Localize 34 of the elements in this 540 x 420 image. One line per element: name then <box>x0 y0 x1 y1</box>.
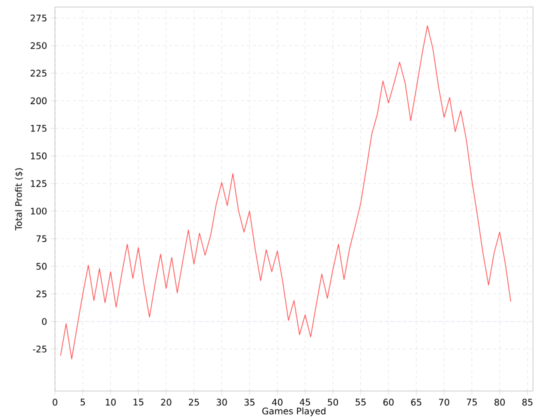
x-tick-label: 80 <box>494 398 505 406</box>
x-axis-title: Games Played <box>262 407 326 416</box>
y-tick-label: 100 <box>31 208 47 215</box>
x-tick-label: 25 <box>188 398 199 406</box>
y-tick-label: 50 <box>36 262 47 270</box>
y-tick-label: 0 <box>42 318 47 325</box>
y-tick-label: 175 <box>31 125 46 132</box>
x-tick-label: 55 <box>356 398 366 406</box>
x-tick-label: 35 <box>244 398 254 406</box>
x-tick-label: 20 <box>161 398 172 406</box>
x-tick-label: 70 <box>439 398 450 406</box>
y-tick-label: 150 <box>31 152 47 160</box>
y-tick-label: 200 <box>30 97 47 104</box>
y-tick-label: 275 <box>30 14 46 22</box>
x-tick-label: 40 <box>272 398 282 406</box>
y-tick-label: -25 <box>32 346 46 352</box>
x-tick-label: 60 <box>383 398 394 406</box>
x-tick-label: 15 <box>134 398 144 406</box>
y-tick-label: 225 <box>30 70 46 77</box>
x-tick-label: 50 <box>328 398 338 406</box>
y-axis-title: Total Profit ($) <box>14 168 24 231</box>
x-tick-label: 0 <box>52 398 58 406</box>
x-tick-label: 65 <box>411 398 422 406</box>
y-tick-label: 125 <box>31 180 46 187</box>
x-tick-label: 45 <box>300 398 310 406</box>
x-tick-label: 85 <box>522 398 532 406</box>
x-tick-label: 10 <box>106 398 116 406</box>
y-tick-label: 25 <box>36 290 46 298</box>
line-series <box>60 25 512 360</box>
x-tick-label: 30 <box>216 398 227 406</box>
x-tick-label: 5 <box>80 398 85 406</box>
y-tick-label: 250 <box>30 42 47 50</box>
x-tick-label: 75 <box>466 398 477 406</box>
y-tick-label: 75 <box>36 235 46 242</box>
